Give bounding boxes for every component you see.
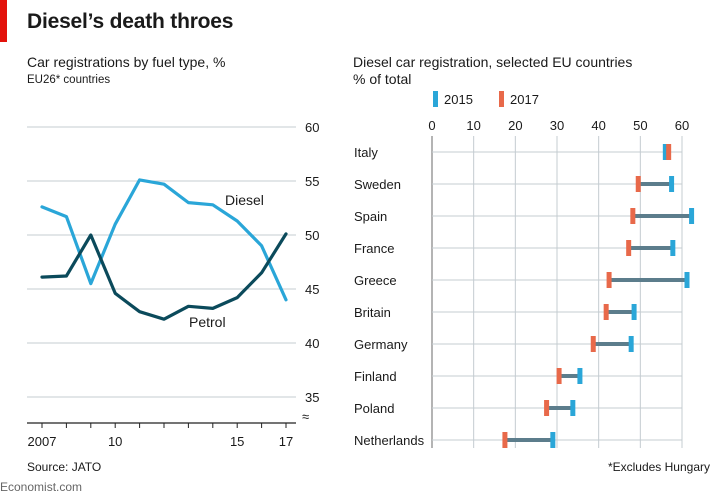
legend-swatch-2017 — [499, 91, 504, 107]
footnote: *Excludes Hungary — [607, 460, 710, 474]
category-label: Italy — [354, 145, 378, 160]
category-label: Britain — [354, 305, 391, 320]
right-chart-note: % of total — [353, 71, 412, 87]
y-tick-label: 50 — [305, 228, 319, 243]
marker-2015 — [662, 144, 668, 160]
x-tick-label: 20 — [508, 118, 522, 133]
marker-2015 — [550, 432, 556, 448]
y-tick-label: 60 — [305, 120, 319, 135]
marker-2017 — [502, 432, 508, 448]
series-label-petrol: Petrol — [189, 314, 226, 330]
series-line-petrol — [40, 232, 288, 321]
category-label: Netherlands — [354, 433, 425, 448]
series-line-diesel — [40, 178, 288, 302]
axis-break-mark: ≈ — [302, 409, 309, 424]
marker-2017 — [603, 304, 609, 320]
category-label: Poland — [354, 401, 394, 416]
x-tick-label: 17 — [279, 434, 293, 449]
marker-2015 — [670, 240, 676, 256]
marker-2015 — [628, 336, 634, 352]
category-label: Finland — [354, 369, 397, 384]
x-tick-label: 50 — [633, 118, 647, 133]
legend-label-2017: 2017 — [510, 92, 539, 107]
marker-2015 — [689, 208, 695, 224]
source-note: Source: JATO — [27, 460, 102, 474]
legend-swatch-2015 — [433, 91, 438, 107]
brand-mark: Economist.com — [0, 480, 83, 494]
category-label: Greece — [354, 273, 397, 288]
left-chart-note: EU26* countries — [27, 74, 111, 86]
marker-2015 — [669, 176, 675, 192]
accent-bar — [0, 0, 7, 42]
marker-2015 — [570, 400, 576, 416]
marker-2017 — [556, 368, 562, 384]
marker-2017 — [544, 400, 550, 416]
x-tick-label: 15 — [230, 434, 244, 449]
x-tick-label: 0 — [428, 118, 435, 133]
marker-2015 — [577, 368, 583, 384]
series-label-diesel: Diesel — [225, 192, 264, 208]
x-tick-label: 10 — [466, 118, 480, 133]
category-label: France — [354, 241, 394, 256]
right-chart-title: Diesel car registration, selected EU cou… — [353, 54, 633, 70]
legend-label-2015: 2015 — [444, 92, 473, 107]
category-label: Sweden — [354, 177, 401, 192]
marker-2015 — [631, 304, 637, 320]
x-tick-label: 10 — [108, 434, 122, 449]
y-tick-label: 45 — [305, 282, 319, 297]
marker-2017 — [635, 176, 641, 192]
marker-2017 — [590, 336, 596, 352]
marker-2017 — [606, 272, 612, 288]
marker-2017 — [626, 240, 632, 256]
marker-2015 — [684, 272, 690, 288]
marker-2017 — [666, 144, 672, 160]
marker-2017 — [630, 208, 636, 224]
y-tick-label: 40 — [305, 336, 319, 351]
x-tick-label: 60 — [675, 118, 689, 133]
left-chart-title: Car registrations by fuel type, % — [27, 54, 226, 70]
category-label: Spain — [354, 209, 387, 224]
y-tick-label: 35 — [305, 390, 319, 405]
x-tick-label: 2007 — [28, 434, 57, 449]
x-tick-label: 40 — [591, 118, 605, 133]
x-tick-label: 30 — [550, 118, 564, 133]
category-label: Germany — [354, 337, 408, 352]
chart-headline: Diesel’s death throes — [27, 10, 234, 33]
y-tick-label: 55 — [305, 174, 319, 189]
